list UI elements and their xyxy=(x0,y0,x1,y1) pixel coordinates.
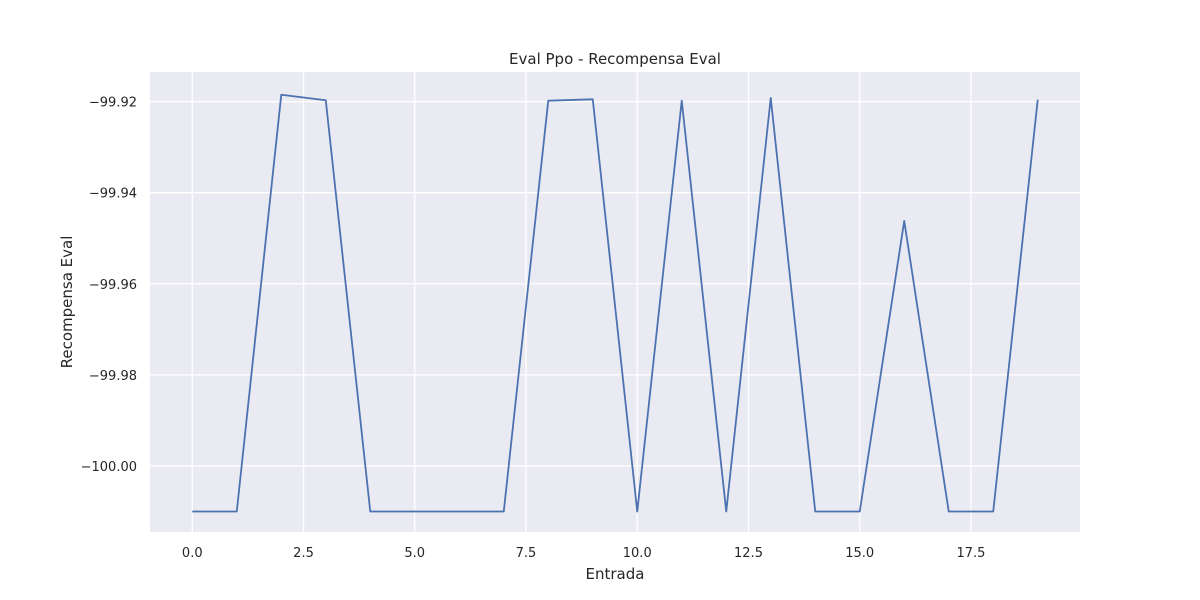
x-tick-label: 12.5 xyxy=(734,546,763,561)
series-group xyxy=(192,93,1039,513)
y-tick-label: −99.92 xyxy=(89,96,137,111)
chart-title: Eval Ppo - Recompensa Eval xyxy=(509,50,721,68)
y-tick-label: −99.96 xyxy=(89,278,137,293)
x-tick-labels: 0.0 2.5 5.0 7.5 10.0 12.5 15.0 17.5 xyxy=(182,546,986,561)
y-tick-label: −100.00 xyxy=(81,460,137,475)
x-tick-label: 7.5 xyxy=(516,546,537,561)
x-tick-label: 0.0 xyxy=(182,546,203,561)
y-tick-labels: −99.92 −99.94 −99.96 −99.98 −100.00 xyxy=(81,96,137,475)
grid-lines xyxy=(150,72,1080,532)
x-tick-label: 17.5 xyxy=(957,546,986,561)
series-line xyxy=(192,93,1039,513)
x-axis-label: Entrada xyxy=(586,565,645,583)
x-tick-label: 2.5 xyxy=(293,546,314,561)
x-tick-label: 15.0 xyxy=(845,546,874,561)
x-tick-label: 10.0 xyxy=(623,546,652,561)
y-tick-label: −99.98 xyxy=(89,369,137,384)
y-tick-label: −99.94 xyxy=(89,187,137,202)
y-axis-label: Recompensa Eval xyxy=(58,236,76,369)
x-tick-label: 5.0 xyxy=(404,546,425,561)
